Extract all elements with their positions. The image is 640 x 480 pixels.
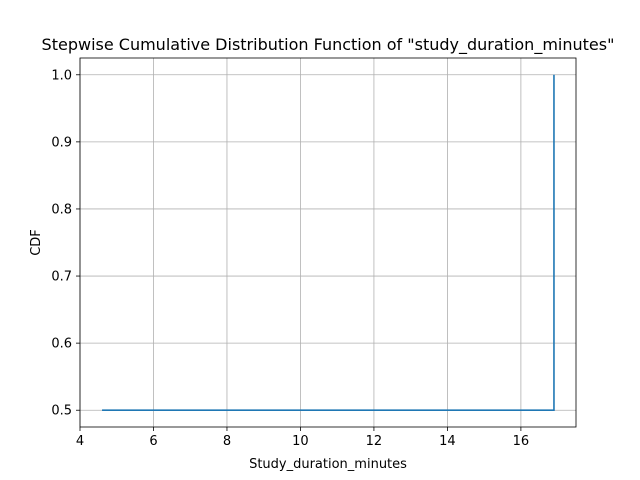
x-tick-label: 6	[149, 434, 157, 449]
x-tick-label: 10	[292, 434, 309, 449]
y-tick-label: 0.7	[51, 270, 72, 285]
series-layer	[102, 74, 555, 412]
x-tick-label: 8	[223, 434, 231, 449]
cdf-step-line	[102, 74, 555, 412]
x-tick-label: 14	[439, 434, 456, 449]
x-axis: 4 6 8 10 12 14 16	[76, 427, 529, 449]
x-tick-label: 16	[513, 434, 530, 449]
y-tick-label: 0.8	[51, 202, 72, 217]
grid	[79, 58, 576, 427]
y-tick-label: 0.9	[51, 135, 72, 150]
chart-title: Stepwise Cumulative Distribution Functio…	[42, 35, 615, 55]
y-tick-label: 1.0	[51, 68, 72, 83]
plot-frame	[79, 57, 577, 428]
y-axis-label: CDF	[29, 229, 44, 256]
x-tick-label: 4	[76, 434, 84, 449]
x-tick-label: 12	[366, 434, 383, 449]
y-tick-label: 0.5	[51, 404, 72, 419]
y-tick-label: 0.6	[51, 337, 72, 352]
y-axis: 0.5 0.6 0.7 0.8 0.9 1.0	[51, 68, 80, 419]
x-axis-label: Study_duration_minutes	[249, 457, 407, 472]
